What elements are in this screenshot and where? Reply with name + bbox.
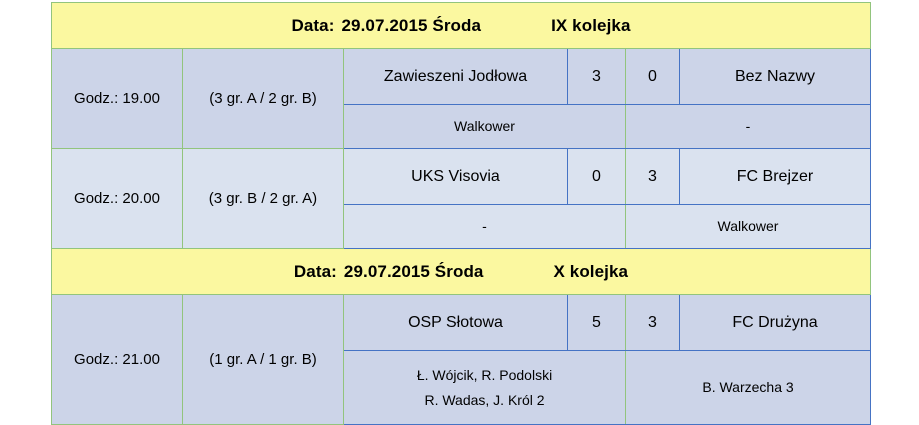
match-row: Godz.: 21.00 (1 gr. A / 1 gr. B) OSP Sło… [51, 294, 872, 425]
away-team-score: 3 [625, 294, 680, 351]
fixtures-table: Data: 29.07.2015 Środa IX kolejka Godz.:… [50, 2, 872, 425]
away-team-name: FC Drużyna [678, 294, 872, 351]
match-time: Godz.: 20.00 [51, 148, 183, 249]
home-team-name: Zawieszeni Jodłowa [343, 48, 568, 105]
home-team-note: Walkower [343, 104, 626, 149]
match-time: Godz.: 21.00 [51, 294, 183, 425]
home-team-score: 0 [567, 148, 626, 205]
away-team-score: 0 [625, 48, 680, 105]
home-note-line: Walkower [454, 118, 515, 134]
match-groups: (1 gr. A / 1 gr. B) [182, 294, 344, 425]
match-groups: (3 gr. B / 2 gr. A) [182, 148, 344, 249]
away-team-note: - [625, 104, 872, 149]
match-row: Godz.: 19.00 (3 gr. A / 2 gr. B) Zawiesz… [51, 48, 872, 149]
home-team-score: 5 [567, 294, 626, 351]
home-note-line: R. Wadas, J. Król 2 [424, 391, 545, 408]
home-note-line: - [482, 218, 487, 234]
date-label: Data: [293, 261, 337, 281]
date-banner: Data: 29.07.2015 Środa IX kolejka [50, 2, 872, 49]
date-value: 29.07.2015 Środa [343, 261, 484, 281]
home-note-line: Ł. Wójcik, R. Podolski [416, 366, 553, 383]
away-team-name: Bez Nazwy [678, 48, 872, 105]
date-banner-row: Data: 29.07.2015 Środa X kolejka [50, 248, 872, 295]
fixtures-sheet: Data: 29.07.2015 Środa IX kolejka Godz.:… [50, 2, 872, 425]
round-label: IX kolejka [551, 15, 631, 35]
date-banner: Data: 29.07.2015 Środa X kolejka [50, 248, 872, 295]
home-team-note: - [343, 204, 626, 249]
away-team-scorers: B. Warzecha 3 [625, 350, 872, 425]
match-groups: (3 gr. A / 2 gr. B) [182, 48, 344, 149]
away-note-line: B. Warzecha 3 [702, 379, 794, 395]
away-team-note: Walkower [625, 204, 872, 249]
date-value: 29.07.2015 Środa [341, 15, 482, 35]
away-team-score: 3 [625, 148, 680, 205]
home-team-name: UKS Visovia [343, 148, 568, 205]
home-team-scorers: Ł. Wójcik, R. Podolski R. Wadas, J. Król… [343, 350, 626, 425]
round-label: X kolejka [553, 261, 629, 281]
away-team-name: FC Brejzer [678, 148, 872, 205]
home-team-name: OSP Słotowa [343, 294, 568, 351]
date-banner-row: Data: 29.07.2015 Środa IX kolejka [50, 2, 872, 49]
away-note-line: Walkower [717, 218, 779, 234]
match-time: Godz.: 19.00 [51, 48, 183, 149]
date-label: Data: [291, 15, 335, 35]
away-note-line: - [745, 118, 751, 134]
home-team-score: 3 [567, 48, 626, 105]
match-note-row: Walkower - [52, 104, 872, 149]
match-note-row: - Walkower [52, 204, 872, 249]
match-row: Godz.: 20.00 (3 gr. B / 2 gr. A) UKS Vis… [51, 148, 872, 249]
